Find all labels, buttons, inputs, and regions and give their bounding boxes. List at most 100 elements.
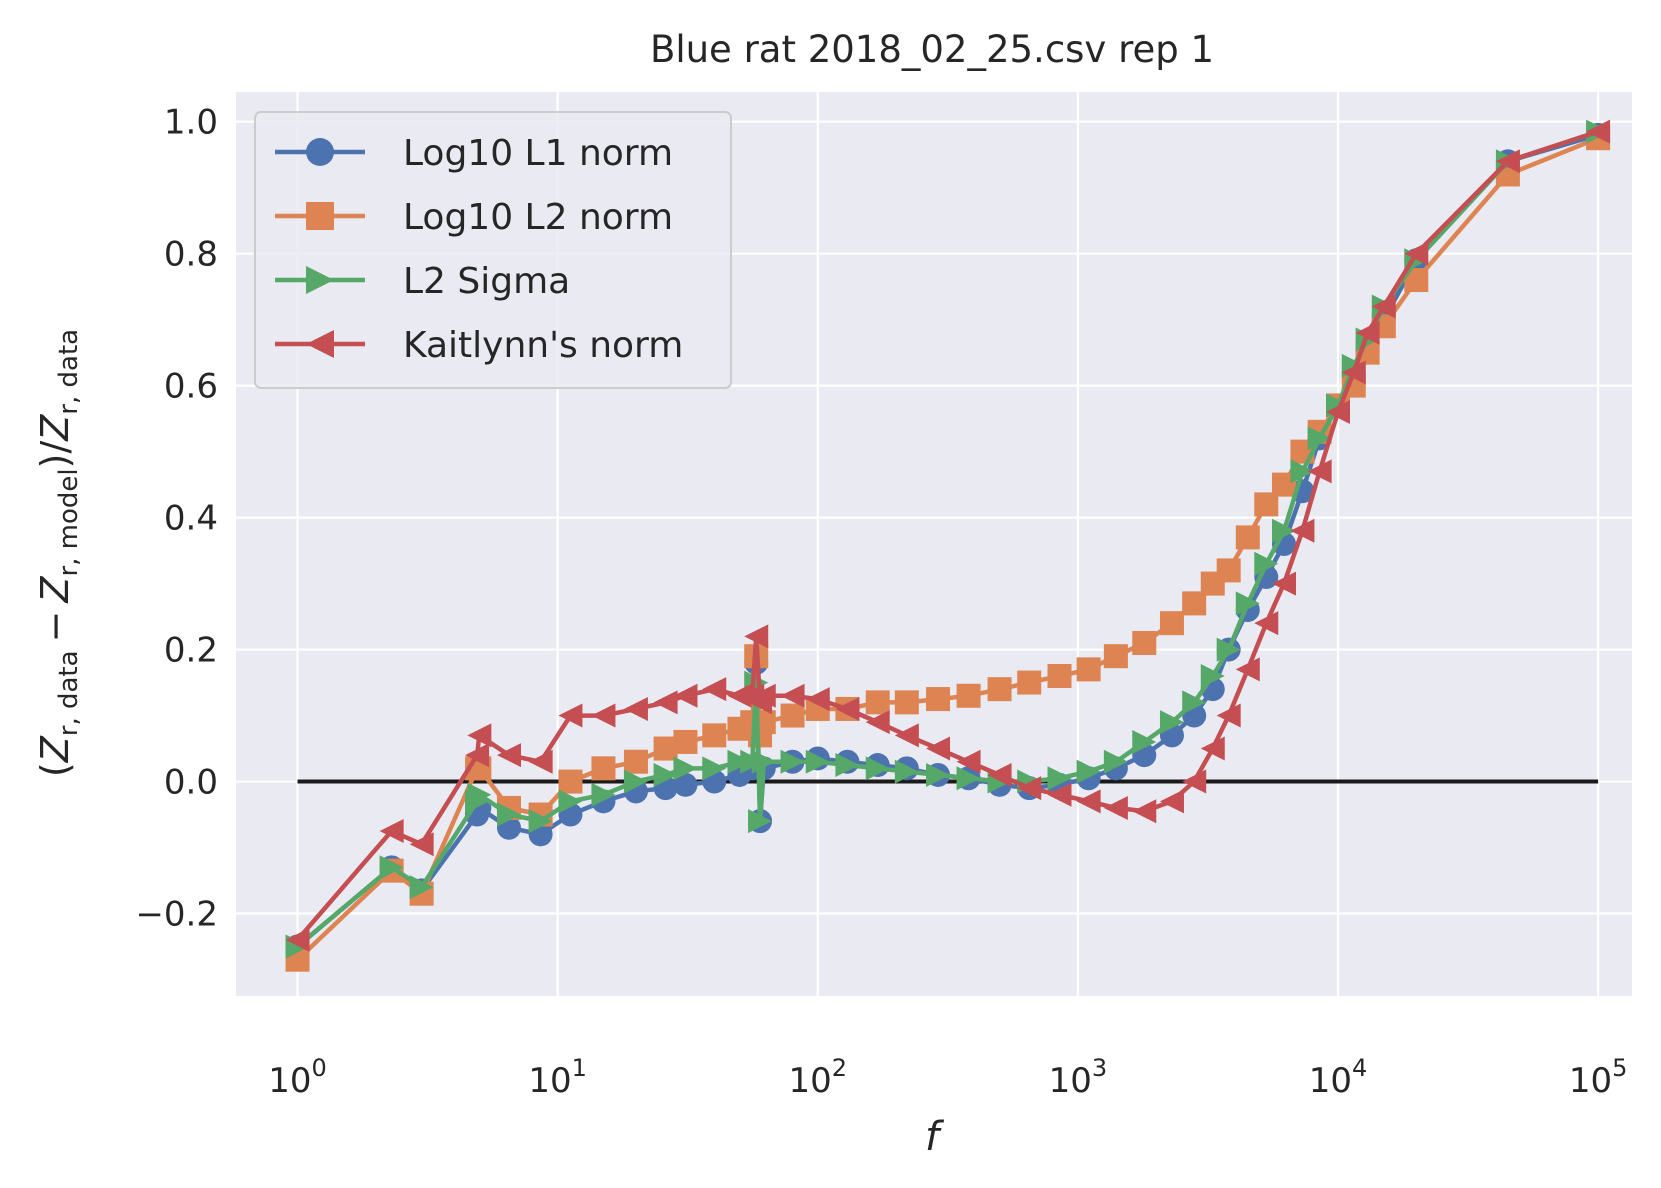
data-point [673,756,698,781]
data-point [956,683,981,708]
data-point [1103,644,1128,669]
data-point [835,696,860,721]
y-tick-label: 0.4 [164,499,218,539]
x-tick-exponent: 3 [1092,1054,1107,1082]
x-tick-exponent: 4 [1352,1054,1367,1082]
x-tick-label: 101 [528,1054,587,1101]
data-point [894,723,919,748]
data-point [1271,571,1296,596]
data-point [1159,789,1184,814]
data-point [1271,518,1296,543]
data-point [1290,518,1315,543]
data-point [1216,558,1241,583]
x-tick-labels: 100 101 102 103 104 105 [268,1054,1627,1101]
x-tick-base: 10 [1309,1061,1352,1101]
y-tick-label: 1.0 [164,103,218,143]
data-point [751,749,776,774]
data-point [1341,360,1366,385]
data-point [528,749,553,774]
data-point [835,753,860,778]
y-tick-label: 0.6 [164,367,218,407]
data-point [1235,657,1260,682]
series-layer [285,119,1611,972]
data-point [780,683,805,708]
legend-box [254,111,732,389]
data-point [805,687,830,712]
data-point [1159,611,1184,636]
data-point [591,703,616,728]
y-tick-label: −0.2 [135,895,218,935]
data-point [702,723,727,748]
x-tick-label: 100 [268,1054,327,1101]
data-point [956,766,981,791]
data-point [1307,459,1332,484]
data-point [1254,611,1279,636]
legend-marker [306,138,334,166]
data-point [926,736,951,761]
data-point [748,809,773,834]
ylabel-sub3: r, data [54,329,84,415]
data-point [1076,789,1101,814]
data-point [1132,799,1157,824]
legend-marker [306,266,334,294]
data-point [1047,766,1072,791]
data-point [805,749,830,774]
x-tick-base: 10 [268,1061,311,1101]
data-point [744,624,769,649]
ylabel-minus: − [33,611,77,643]
x-tick-base: 10 [1569,1061,1612,1101]
data-point [1235,591,1260,616]
data-point [673,683,698,708]
data-point [1132,630,1157,655]
x-tick-exponent: 1 [572,1054,587,1082]
legend-label: L2 Sigma [403,261,570,302]
ylabel-sub1: r, data [54,650,84,736]
data-point [379,819,404,844]
series-kaitlynn-s-norm [285,119,1611,952]
data-point [623,749,648,774]
data-point [591,782,616,807]
data-point [558,769,583,794]
data-point [558,703,583,728]
x-tick-exponent: 2 [832,1054,847,1082]
x-tick-label: 102 [788,1054,847,1101]
data-point [1371,294,1396,319]
y-tick-label: 0.8 [164,235,218,275]
legend: Log10 L1 norm Log10 L2 norm L2 Sigma Kaitly… [254,111,732,389]
series-l2-sigma [285,119,1611,959]
data-point [528,809,553,834]
data-point [653,690,678,715]
data-point [702,677,727,702]
data-point [926,687,951,712]
ylabel-z1: Z [33,735,77,763]
data-point [1182,769,1207,794]
data-point [1216,637,1241,662]
data-point [379,855,404,880]
data-point [409,832,434,857]
ylabel-sub2: r, model [54,468,84,576]
data-point [894,690,919,715]
data-point [467,782,492,807]
legend-label: Kaitlynn's norm [403,325,683,366]
data-point [1103,795,1128,820]
data-point [1076,759,1101,784]
data-point [673,772,698,797]
x-tick-base: 10 [528,1061,571,1101]
data-point [591,756,616,781]
ylabel-open: ( [33,762,77,777]
data-point [496,802,521,827]
data-point [1017,776,1042,801]
data-point [1307,426,1332,451]
data-point [623,769,648,794]
data-point [780,749,805,774]
x-tick-exponent: 0 [312,1054,327,1082]
x-tick-label: 103 [1049,1054,1108,1101]
data-point [1159,710,1184,735]
data-point [1355,320,1380,345]
data-point [727,683,752,708]
data-point [465,743,490,768]
data-point [1254,551,1279,576]
legend-label: Log10 L2 norm [403,197,673,238]
legend-entry-log10-l1-norm: Log10 L1 norm [275,133,673,174]
